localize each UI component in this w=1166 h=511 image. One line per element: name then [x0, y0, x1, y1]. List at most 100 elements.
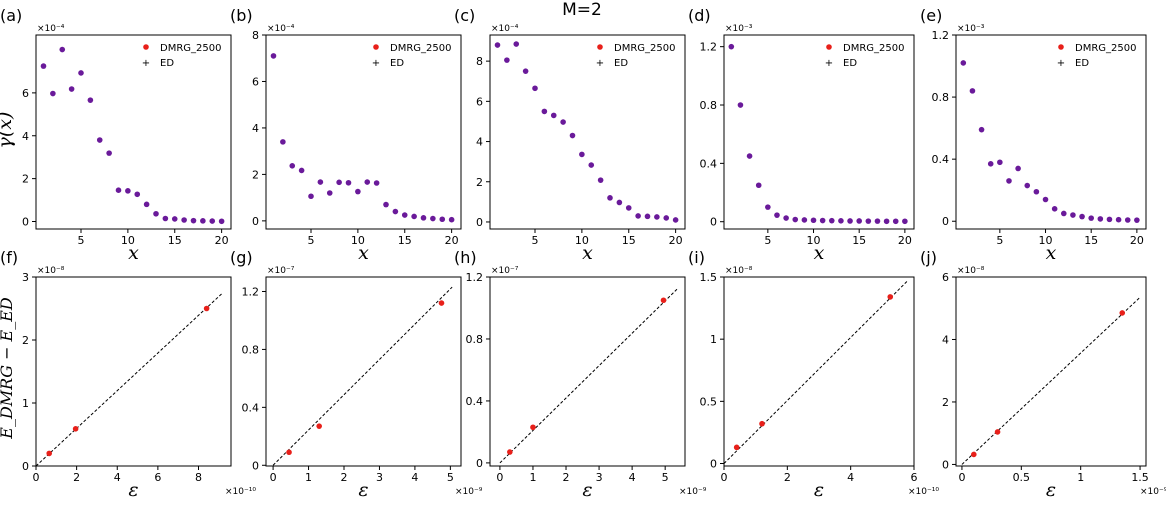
y-tick-label: 0: [710, 216, 717, 229]
y-multiplier: ×10⁻⁴: [37, 24, 65, 34]
chart-panel-j: (j) ×10⁻⁸ ×10⁻⁹ 0 0.5 1 1.5 0 2 4 6 ε: [920, 248, 1166, 501]
y-multiplier: ×10⁻⁸: [37, 266, 65, 276]
data-point: [1106, 216, 1113, 223]
x-tick-label: 4: [847, 471, 854, 484]
y-tick-label: 2: [942, 396, 949, 409]
data-point: [504, 57, 510, 63]
data-point: [1033, 188, 1040, 195]
data-point: [494, 42, 501, 48]
y-label-top: γ(x): [0, 112, 16, 149]
plot-frame: [723, 34, 915, 230]
data-point: [759, 420, 765, 427]
x-tick-label: 20: [1130, 234, 1144, 247]
panel-label: (g): [230, 248, 253, 267]
y-tick-label: 6: [252, 75, 259, 88]
data-point: [635, 213, 641, 219]
data-point: [96, 137, 103, 143]
data-point: [1070, 212, 1076, 218]
data-point: [125, 188, 131, 194]
x-tick-label: 5: [78, 234, 85, 247]
x-tick-label: 5: [662, 471, 669, 484]
data-point: [737, 102, 744, 108]
legend-dmrg-marker: [373, 44, 379, 50]
data-point: [588, 162, 595, 168]
data-point: [401, 212, 408, 218]
y-multiplier: ×10⁻⁸: [725, 266, 753, 276]
x-tick-label: 4: [411, 471, 418, 484]
y-tick-label: 0.4: [932, 153, 950, 166]
data-point: [439, 216, 446, 223]
data-point: [672, 217, 679, 223]
plot-frame: [489, 34, 686, 230]
data-point: [550, 112, 557, 119]
data-point: [902, 218, 908, 225]
x-tick-label: 1: [1077, 471, 1084, 484]
y-tick-label: 6: [476, 95, 483, 108]
data-point: [625, 205, 632, 211]
data-point: [746, 153, 753, 159]
y-tick-label: 4: [942, 333, 949, 346]
plot-frame: [35, 276, 232, 467]
x-axis-label: x: [814, 242, 825, 264]
panel-label: (a): [0, 6, 22, 25]
plot-frame: [955, 34, 1147, 230]
legend-ed-marker: +: [825, 58, 833, 69]
x-tick-label: 0: [721, 471, 728, 484]
data-point: [874, 218, 881, 224]
chart-panel-c: (c) ×10⁻⁴ 5 10 15 20 0 2 4 6 8 x DMRG_2500 + ED: [454, 6, 686, 264]
x-tick-label: 1: [529, 471, 536, 484]
chart-panel-f: (f) ×10⁻⁸ ×10⁻¹⁰ 0 2 4 6 8 0 1 2 3 ε: [0, 248, 256, 501]
data-point: [1088, 215, 1094, 221]
data-point: [978, 126, 985, 133]
x-tick-label: 0: [270, 471, 277, 484]
chart-panel-i: (i) ×10⁻⁸ ×10⁻¹⁰ 0 2 4 6 0 0.5 1 1.5 ε: [688, 248, 939, 501]
data-point: [364, 179, 371, 185]
x-tick-label: 6: [911, 471, 918, 484]
legend-dmrg-marker: [1058, 44, 1064, 50]
data-point: [317, 179, 324, 185]
data-point: [106, 150, 112, 156]
data-point: [1115, 216, 1122, 223]
x-tick-label: 2: [341, 471, 348, 484]
x-tick-label: 2: [73, 471, 80, 484]
x-tick-label: 8: [195, 471, 202, 484]
y-tick-label: 1.2: [466, 271, 484, 284]
y-tick-label: 0: [476, 457, 483, 470]
chart-panel-b: (b) ×10⁻⁴ 5 10 15 20 0 2 4 6 8 x DMRG_2500 + ED: [230, 6, 462, 264]
plot-frame: [35, 34, 232, 230]
x-axis-label: ε: [814, 479, 824, 501]
x-tick-label: 3: [596, 471, 603, 484]
fit-line: [499, 287, 679, 464]
x-multiplier: ×10⁻¹⁰: [908, 487, 939, 497]
fit-line: [723, 280, 909, 464]
data-point: [115, 187, 122, 193]
x-tick-label: 15: [398, 234, 412, 247]
x-tick-label: 20: [215, 234, 229, 247]
data-point: [971, 451, 977, 458]
x-tick-label: 0: [496, 471, 503, 484]
y-tick-label: 0: [252, 215, 259, 228]
x-tick-label: 15: [168, 234, 182, 247]
data-point: [969, 88, 976, 94]
data-point: [1042, 196, 1049, 203]
panel-label: (c): [454, 6, 475, 25]
data-point: [847, 218, 853, 224]
data-point: [960, 60, 967, 66]
data-point: [507, 449, 513, 455]
chart-panel-g: (g) ×10⁻⁷ ×10⁻⁹ 0 1 2 3 4 5 0 0.4 0.8 1.2 ε: [230, 248, 483, 501]
plot-frame: [955, 276, 1147, 467]
data-point: [134, 191, 141, 198]
x-axis-label: x: [358, 242, 369, 264]
chart-panel-e: (e) ×10⁻³ 5 10 15 20 0 0.4 0.8 1.2 x DMRG_2500 + ED: [920, 6, 1147, 264]
legend-ed-label: ED: [160, 58, 174, 69]
data-point: [865, 218, 872, 224]
plot-frame: [489, 276, 686, 467]
data-point: [1060, 210, 1067, 217]
data-point: [392, 208, 399, 215]
data-point: [316, 423, 322, 429]
data-point: [78, 70, 84, 76]
y-tick-label: 4: [476, 136, 483, 149]
y-tick-label: 1: [22, 397, 29, 410]
data-point: [68, 86, 75, 92]
